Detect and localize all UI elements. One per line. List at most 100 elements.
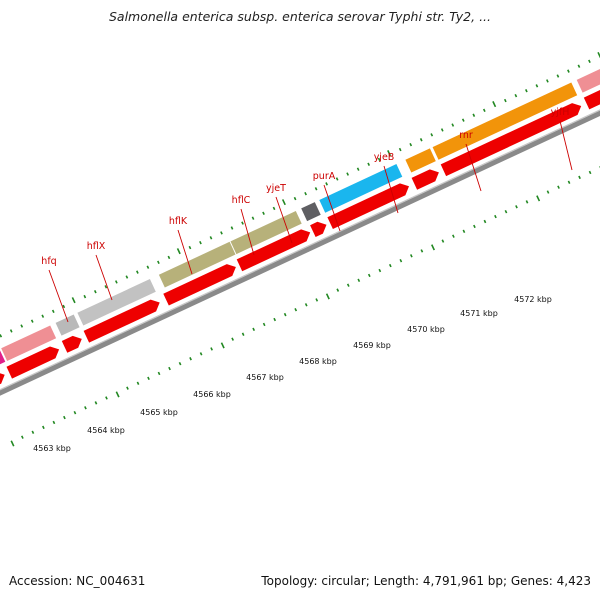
scale-tick — [578, 175, 581, 180]
scale-tick — [367, 273, 371, 278]
scale-tick — [494, 214, 497, 219]
gene-label-hflc[interactable]: hflC — [232, 195, 251, 206]
scale-tick — [504, 209, 508, 214]
scale-label: 4569 kbp — [353, 341, 391, 350]
scale-tick — [168, 366, 171, 371]
upper-tick — [535, 84, 539, 88]
scale-label: 4567 kbp — [246, 373, 284, 382]
upper-tick — [241, 221, 244, 225]
upper-tick — [157, 260, 160, 265]
feature-block-cyan[interactable] — [319, 164, 403, 213]
gene-arrow[interactable] — [583, 73, 600, 110]
genome-backbone — [0, 110, 600, 396]
upper-tick — [377, 157, 381, 162]
feature-block-grey-small[interactable] — [55, 314, 80, 336]
feature-block-magenta[interactable] — [0, 349, 6, 378]
gene-leader-line — [323, 184, 341, 232]
upper-tick — [335, 177, 339, 181]
gene-label-yjet[interactable]: yjeT — [266, 183, 286, 194]
gene-arrow[interactable] — [236, 229, 311, 272]
scale-tick — [346, 283, 350, 287]
scale-tick — [63, 415, 66, 420]
gene-label-hflx[interactable]: hflX — [87, 241, 106, 252]
gene-arrow[interactable] — [83, 299, 160, 343]
gene-label-yjfh[interactable]: yjfH — [551, 107, 570, 118]
scale-tick — [588, 170, 592, 175]
feature-block-pink[interactable] — [1, 325, 57, 362]
scale-tick — [409, 254, 413, 258]
gene-leader-line — [240, 208, 255, 256]
gene-leader-line — [95, 254, 113, 301]
upper-tick — [220, 231, 223, 235]
upper-tick — [525, 89, 528, 93]
upper-tick — [83, 294, 87, 299]
gene-arrow[interactable] — [310, 221, 327, 237]
scale-tick — [378, 268, 382, 273]
scale-tick — [525, 200, 529, 204]
scale-tick — [515, 205, 518, 209]
upper-tick — [209, 236, 213, 240]
upper-tick — [51, 309, 55, 314]
upper-tick — [597, 52, 600, 59]
scale-tick — [357, 278, 361, 283]
upper-tick — [304, 191, 307, 196]
upper-tick — [398, 147, 402, 152]
scale-tick — [210, 347, 213, 351]
gene-arrow[interactable] — [0, 372, 5, 394]
feature-block-olive[interactable] — [158, 241, 236, 288]
upper-tick — [472, 113, 476, 117]
gene-arrow[interactable] — [163, 264, 236, 306]
scale-tick — [336, 288, 340, 292]
feature-block-dark[interactable] — [301, 202, 321, 222]
gene-label-pura[interactable]: purA — [313, 171, 336, 182]
gene-arrow[interactable] — [440, 103, 582, 177]
scale-tick — [546, 190, 550, 194]
feature-block-orange[interactable] — [432, 82, 578, 160]
feature-block-orange-small[interactable] — [405, 148, 436, 173]
upper-tick — [546, 79, 549, 83]
gene-label-hfq[interactable]: hfq — [41, 256, 56, 267]
scale-tick — [462, 229, 466, 233]
upper-tick — [346, 172, 350, 176]
gene-arrow[interactable] — [327, 183, 409, 229]
upper-tick — [251, 216, 255, 220]
upper-tick — [461, 118, 465, 122]
scale-label: 4564 kbp — [87, 426, 125, 435]
upper-tick — [199, 241, 202, 245]
scale-label: 4563 kbp — [33, 444, 71, 453]
scale-label: 4565 kbp — [140, 408, 178, 417]
gene-arrow[interactable] — [6, 346, 60, 379]
scale-tick — [431, 244, 436, 251]
upper-tick — [387, 150, 392, 157]
scale-label: 4568 kbp — [299, 357, 337, 366]
genome-backbone-highlight — [0, 109, 600, 391]
upper-tick — [176, 248, 181, 255]
upper-tick — [0, 334, 3, 338]
scale-label: 4572 kbp — [514, 295, 552, 304]
gene-label-yjeb[interactable]: yjeB — [374, 152, 395, 163]
scale-tick — [115, 391, 120, 398]
scale-tick — [21, 435, 24, 439]
upper-tick — [167, 255, 171, 260]
feature-block-pink-2[interactable] — [576, 53, 600, 93]
upper-tick — [30, 319, 34, 323]
scale-tick — [10, 440, 15, 447]
scale-tick — [52, 420, 56, 425]
scale-tick — [199, 352, 203, 356]
scale-tick — [73, 410, 77, 415]
upper-tick — [556, 74, 560, 78]
upper-tick — [440, 128, 444, 132]
gene-label-hflk[interactable]: hflK — [169, 216, 188, 227]
gene-arrow[interactable] — [411, 169, 439, 190]
scale-tick — [189, 357, 192, 361]
upper-tick — [451, 123, 455, 127]
upper-tick — [430, 133, 434, 137]
gene-label-rnr[interactable]: rnr — [459, 130, 473, 141]
gene-arrow[interactable] — [61, 335, 82, 353]
feature-block-grey[interactable] — [77, 279, 156, 326]
scale-tick — [567, 180, 571, 184]
feature-block-olive-2[interactable] — [230, 211, 302, 255]
upper-tick — [114, 280, 118, 284]
gene-leader-line — [48, 269, 69, 323]
